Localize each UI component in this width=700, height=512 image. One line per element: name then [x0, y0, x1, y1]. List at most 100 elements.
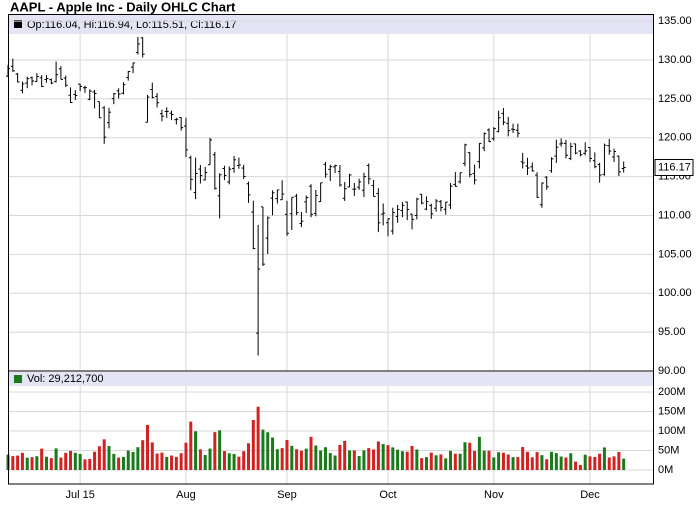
volume-bar [237, 456, 241, 470]
volume-bar [372, 449, 376, 470]
volume-bar [49, 458, 53, 470]
volume-bar [506, 454, 510, 470]
volume-bar [554, 453, 558, 470]
volume-bar [391, 447, 395, 470]
volume-bar [569, 453, 573, 470]
volume-bar [174, 456, 178, 470]
volume-bar [54, 448, 58, 470]
volume-bar [497, 452, 501, 470]
volume-bar [319, 450, 323, 470]
volume-bar [59, 457, 63, 470]
volume-bar [35, 456, 39, 470]
volume-bar [136, 447, 140, 470]
volume-bar [381, 444, 385, 470]
volume-bar [516, 457, 520, 470]
y-tick-label: 135.00 [658, 15, 692, 27]
volume-bar [564, 457, 568, 470]
volume-bar [242, 451, 246, 470]
volume-bar [420, 458, 424, 470]
volume-bar [458, 453, 462, 470]
price-legend-strip [9, 15, 653, 34]
volume-bar [602, 447, 606, 470]
volume-bar [492, 457, 496, 470]
volume-bar [309, 436, 313, 470]
volume-bar [290, 445, 294, 470]
volume-bar [444, 458, 448, 470]
volume-bar [468, 442, 472, 470]
volume-bar [487, 450, 491, 470]
volume-bar [208, 448, 212, 470]
volume-bar [179, 453, 183, 470]
x-tick-label: Nov [484, 489, 504, 501]
volume-bar [261, 429, 265, 470]
marks [6, 36, 626, 470]
volume-bar [449, 450, 453, 470]
price-legend: Op:116.04, Hi:116.94, Lo:115.51, Cl:116.… [27, 19, 237, 31]
volume-bar [376, 441, 380, 470]
y2-tick-label: 150M [658, 405, 686, 417]
volume-bar [588, 456, 592, 470]
volume-bar [583, 454, 587, 470]
x-tick-label: Aug [176, 489, 196, 501]
y-tick-label: 100.00 [658, 287, 692, 299]
grid [8, 20, 654, 484]
volume-bar [405, 451, 409, 470]
volume-bar [352, 450, 356, 470]
volume-bar [453, 453, 457, 470]
volume-bar [622, 458, 626, 470]
x-tick-label: Oct [379, 489, 396, 501]
volume-bar [165, 456, 169, 470]
volume-bar [16, 455, 20, 470]
volume-bar [102, 439, 106, 470]
y2-tick-label: 50M [658, 444, 679, 456]
volume-bar [218, 430, 222, 470]
y2-tick-label: 200M [658, 386, 686, 398]
volume-bar [232, 454, 236, 470]
volume-bar [439, 454, 443, 470]
volume-bar [521, 446, 525, 470]
volume-bar [328, 453, 332, 470]
volume-bar [97, 446, 101, 470]
x-tick-label: Sep [277, 489, 297, 501]
volume-bar [126, 450, 130, 470]
volume-bar [367, 448, 371, 470]
volume-bar [545, 459, 549, 470]
volume-bar [141, 440, 145, 470]
volume-bar [434, 455, 438, 470]
volume-bar [275, 449, 279, 470]
volume-bar [107, 446, 111, 470]
volume-bar [525, 451, 529, 470]
volume-bar [415, 449, 419, 470]
volume-bar [578, 464, 582, 470]
volume-bar [593, 456, 597, 470]
volume-bar [170, 455, 174, 470]
volume-bar [348, 450, 352, 470]
y-tick-label: 95.00 [658, 326, 686, 338]
volume-bar [20, 452, 24, 470]
y-tick-label: 90.00 [658, 365, 686, 377]
volume-bar [30, 457, 34, 470]
volume-bar [213, 432, 217, 470]
volume-bar [357, 456, 361, 470]
y-tick-label: 110.00 [658, 209, 691, 221]
volume-bar [477, 436, 481, 470]
volume-bar [362, 450, 366, 470]
volume-bar [343, 440, 347, 470]
volume-bar [530, 457, 534, 470]
y-tick-label: 120.00 [658, 132, 692, 144]
x-tick-label: Jul 15 [65, 489, 94, 501]
volume-bar [256, 406, 260, 470]
volume-bar [247, 443, 250, 470]
volume-bar [222, 451, 226, 470]
price-panel [8, 14, 654, 372]
last-price-box [654, 159, 694, 177]
volume-bar [386, 445, 390, 470]
volume-bar [11, 456, 15, 470]
volume-bar [155, 453, 159, 470]
volume-bar [271, 437, 275, 470]
last-price-label: 116.17 [658, 161, 691, 173]
volume-legend: Vol: 29,212,700 [27, 373, 103, 385]
y-tick-label: 125.00 [658, 93, 692, 105]
volume-bar [323, 447, 327, 470]
volume-bar [429, 452, 433, 470]
